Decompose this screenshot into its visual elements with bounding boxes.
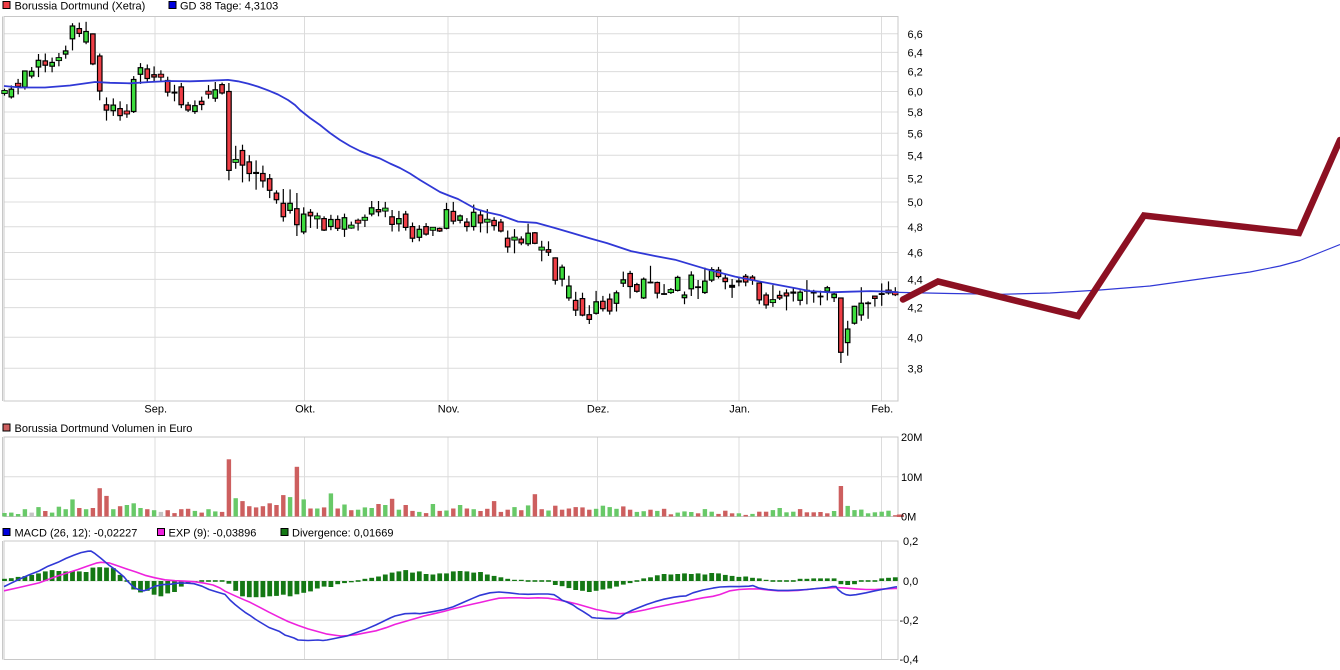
svg-text:Feb.: Feb.	[871, 404, 893, 416]
svg-text:Borussia Dortmund (Xetra): Borussia Dortmund (Xetra)	[15, 1, 146, 13]
svg-text:4,4: 4,4	[908, 275, 923, 287]
svg-text:5,8: 5,8	[908, 107, 923, 119]
svg-text:5,2: 5,2	[908, 173, 923, 185]
svg-text:-0,4: -0,4	[900, 654, 919, 666]
svg-text:Okt.: Okt.	[295, 404, 315, 416]
svg-text:5,4: 5,4	[908, 150, 923, 162]
svg-text:Jan.: Jan.	[729, 404, 750, 416]
svg-text:4,8: 4,8	[908, 222, 923, 234]
svg-text:EXP (9): -0,03896: EXP (9): -0,03896	[169, 528, 257, 540]
svg-text:0,0: 0,0	[903, 576, 918, 588]
svg-text:Nov.: Nov.	[438, 404, 460, 416]
svg-text:4,0: 4,0	[908, 332, 923, 344]
svg-text:0,2: 0,2	[903, 536, 918, 548]
svg-text:6,4: 6,4	[908, 48, 923, 60]
svg-text:Dez.: Dez.	[587, 404, 610, 416]
svg-text:3,8: 3,8	[908, 363, 923, 375]
svg-text:0M: 0M	[901, 512, 916, 524]
svg-text:GD 38 Tage: 4,3103: GD 38 Tage: 4,3103	[180, 1, 278, 13]
svg-text:6,0: 6,0	[908, 87, 923, 99]
svg-text:-0,2: -0,2	[900, 615, 919, 627]
svg-text:Borussia Dortmund Volumen in E: Borussia Dortmund Volumen in Euro	[15, 423, 193, 435]
svg-text:MACD (26, 12): -0,02227: MACD (26, 12): -0,02227	[15, 528, 138, 540]
svg-text:6,2: 6,2	[908, 67, 923, 79]
svg-text:4,6: 4,6	[908, 248, 923, 260]
svg-text:10M: 10M	[901, 472, 922, 484]
svg-text:5,0: 5,0	[908, 197, 923, 209]
svg-text:Divergence: 0,01669: Divergence: 0,01669	[292, 528, 394, 540]
svg-text:Sep.: Sep.	[144, 404, 167, 416]
svg-text:4,2: 4,2	[908, 303, 923, 315]
svg-text:5,6: 5,6	[908, 128, 923, 140]
svg-text:6,6: 6,6	[908, 29, 923, 41]
svg-text:20M: 20M	[901, 432, 922, 444]
